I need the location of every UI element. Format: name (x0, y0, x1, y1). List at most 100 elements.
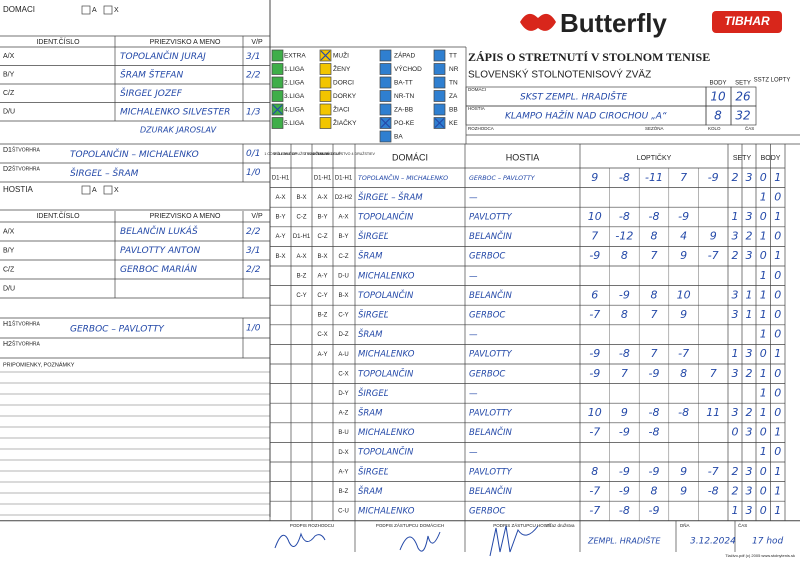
home-player: TOPOLANČIN (358, 289, 414, 301)
option-label: BA-TT (394, 80, 413, 87)
game-score: -7 (708, 249, 719, 262)
away-player: GERBOC (469, 369, 505, 379)
player-code: B/Y (3, 72, 15, 79)
time: 17 hod (752, 536, 784, 546)
home-player: ŠRAM (358, 407, 383, 419)
game-score: 7 (651, 347, 658, 360)
match-code: B-Z (339, 489, 349, 495)
winner: ZEMPL. HRADIŠTE (587, 534, 661, 545)
doubles-pair: ŠIRGEĽ – ŠRAM (70, 167, 139, 179)
sets-score: 3 (746, 210, 753, 223)
option-box (433, 76, 446, 89)
home-player: MICHALENKO (358, 507, 415, 517)
game-score: 10 (588, 210, 602, 223)
game-score: -8 (649, 406, 660, 419)
match-code: D1-H1 (314, 175, 332, 181)
match-code: A-Y (338, 469, 348, 475)
sets-score: 2 (732, 465, 739, 478)
away-player: GERBOC (469, 311, 505, 321)
option-label: 4.LIGA (284, 107, 305, 114)
option-box (433, 103, 446, 116)
match-code: A-X (296, 254, 306, 260)
match-points: 0 (760, 171, 767, 184)
match-code: C-X (338, 371, 348, 377)
option-label: A (92, 187, 97, 194)
signature (274, 532, 326, 549)
home-player: TOPOLANČIN – MICHALENKO (358, 173, 448, 182)
match-points: 0 (774, 367, 781, 380)
match-points: 1 (774, 171, 781, 184)
match-points: 0 (774, 386, 781, 399)
match-points: 0 (774, 269, 781, 282)
butterfly-logo (520, 13, 556, 31)
option-box (319, 103, 332, 116)
option-box (319, 117, 332, 129)
game-score: -9 (649, 465, 660, 478)
game-score: 8 (591, 465, 598, 478)
home-points: 10 (710, 90, 726, 104)
option-label: BB (449, 107, 458, 114)
option-label: ZA (449, 93, 458, 100)
check-mark (320, 50, 331, 61)
footer-label: Víťaz družstva (546, 523, 575, 528)
match-code: B-Z (318, 313, 328, 319)
game-score: -11 (645, 171, 663, 184)
option-label: EXTRA (284, 53, 306, 60)
match-points: 1 (760, 190, 767, 203)
system-header: 2 ČLENNÉ DRUŽSTVO 2 ŽIAKOV (274, 151, 330, 156)
match-points: 0 (760, 504, 767, 517)
game-score: -12 (615, 230, 633, 243)
match-points: 1 (760, 230, 767, 243)
doubles-code: D2 (3, 166, 12, 173)
option-label: ZÁPAD (394, 51, 415, 60)
header-label: KOLO (708, 126, 721, 131)
column-label: IDENT.ČÍSLO (36, 37, 80, 46)
away-player: — (469, 330, 478, 340)
doubles-pair: GERBOC – PAVLOTTY (70, 325, 165, 335)
game-score: 11 (706, 406, 720, 419)
sets-score: 2 (732, 484, 739, 497)
tibhar-badge (712, 11, 782, 33)
player-vp: 3/1 (246, 246, 260, 256)
match-points: 1 (760, 328, 767, 341)
match-code: A-X (338, 215, 348, 221)
match-points: 0 (774, 288, 781, 301)
header-label: ROZHODCA (468, 126, 494, 131)
home-player: ŠRAM (358, 485, 383, 497)
player-code: C/Z (3, 90, 15, 97)
match-code: A-U (338, 352, 348, 358)
match-code: D-Y (338, 391, 348, 397)
away-player: BELANČIN (469, 426, 513, 438)
match-points: 1 (760, 308, 767, 321)
match-points: 1 (760, 367, 767, 380)
option-label: KE (449, 120, 458, 127)
match-points: 1 (774, 347, 781, 360)
match-points: 1 (760, 406, 767, 419)
home-player: TOPOLANČIN (358, 446, 414, 458)
doubles-label: ŠTVORHRA (12, 165, 40, 172)
sets-score: 3 (746, 249, 753, 262)
cell (81, 5, 91, 15)
match-points: 0 (760, 249, 767, 262)
away-team: KLAMPO HAŽÍN NAD CIROCHOU „A“ (505, 110, 667, 122)
sets-score: 3 (746, 465, 753, 478)
game-score: -8 (619, 504, 630, 517)
column-label: PRIEZVISKO A MENO (150, 39, 221, 46)
option-label: PO-KE (394, 120, 415, 127)
match-points: 0 (760, 347, 767, 360)
match-points: 0 (760, 210, 767, 223)
match-points: 1 (760, 445, 767, 458)
sets-score: 3 (746, 347, 753, 360)
game-score: -9 (619, 484, 630, 497)
match-points: 1 (774, 504, 781, 517)
game-score: 9 (680, 465, 687, 478)
option-label: VÝCHOD (394, 64, 422, 73)
form-title: ZÁPIS O STRETNUTÍ V STOLNOM TENISE (468, 50, 710, 64)
away-player: — (469, 389, 478, 399)
option-box (379, 90, 392, 102)
game-score: 4 (680, 230, 687, 243)
option-box (379, 63, 392, 75)
footer-label: PODPIS ZÁSTUPCU DOMÁCICH (376, 522, 444, 528)
date: 3.12.2024 (690, 536, 736, 546)
option-label: NR (449, 66, 459, 73)
